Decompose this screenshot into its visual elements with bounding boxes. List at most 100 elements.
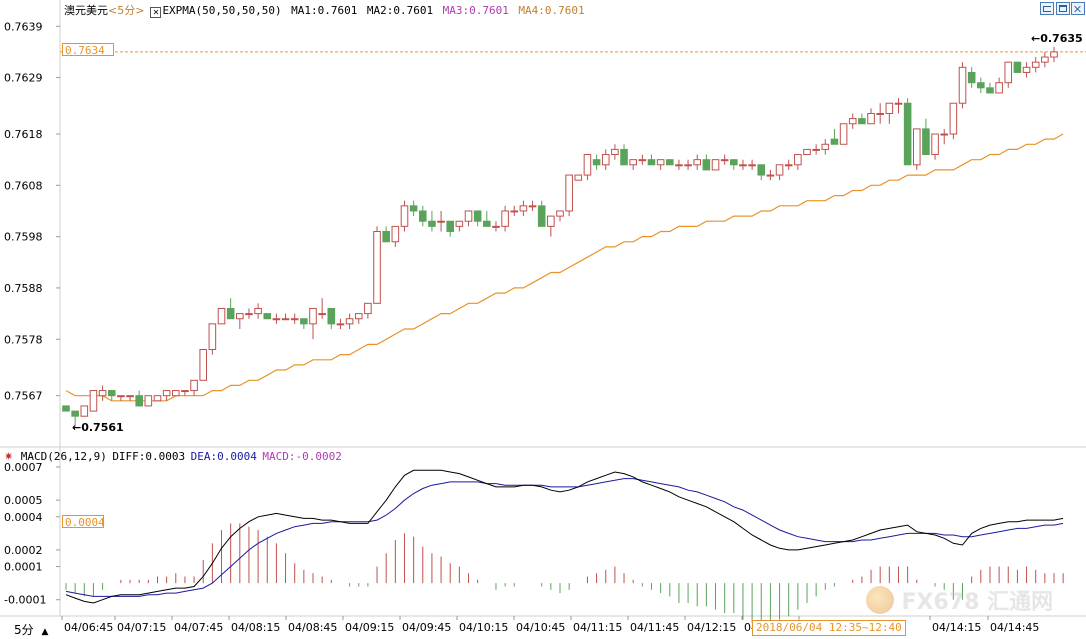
candle-body <box>528 205 537 208</box>
time-tick-label: 04/10:45 <box>516 621 565 634</box>
candle <box>1041 51 1049 68</box>
candle-body <box>903 102 912 166</box>
macd-settings-icon[interactable]: ✷ <box>4 450 14 463</box>
globe-icon <box>866 586 894 614</box>
candle <box>309 307 317 340</box>
candle-body <box>986 87 994 94</box>
candle-body <box>281 318 290 321</box>
candle-body <box>656 159 665 166</box>
candle <box>885 102 894 124</box>
candle-body <box>894 102 903 105</box>
candle-body <box>153 395 162 402</box>
candle-body <box>418 210 427 222</box>
candle <box>483 210 491 227</box>
candle-body <box>739 164 747 167</box>
candle-body <box>693 159 702 166</box>
candle-body <box>821 143 830 150</box>
candle <box>1031 57 1040 73</box>
macd-current-tag: 0.0004 <box>62 515 105 529</box>
time-tick-label: 04/14:15 <box>932 621 981 634</box>
price-tick-label: 0.7629 <box>4 72 43 85</box>
candle <box>364 302 372 319</box>
candle-body <box>290 318 299 321</box>
candle-body <box>62 405 70 412</box>
restore-button[interactable] <box>1040 2 1054 15</box>
candle-body <box>254 307 262 315</box>
candle-body <box>858 118 866 125</box>
candle <box>162 390 171 401</box>
candle <box>547 215 555 237</box>
candle-body <box>620 148 628 166</box>
candle <box>336 318 345 329</box>
candle <box>62 405 70 412</box>
time-tick-label: 04/11:15 <box>573 621 622 634</box>
maximize-button[interactable] <box>1056 2 1070 15</box>
candle <box>290 313 299 324</box>
candle-body <box>537 205 546 227</box>
candle-body <box>848 118 857 125</box>
candle <box>949 102 958 140</box>
candle-body <box>117 395 125 398</box>
candle-body <box>1031 61 1040 68</box>
candle-body <box>354 313 363 320</box>
candle-body <box>144 395 153 407</box>
candle-body <box>574 174 583 181</box>
ma3-value: MA3:0.7601 <box>442 4 509 17</box>
close-button[interactable] <box>1071 2 1085 15</box>
chevron-up-icon: ▲ <box>41 627 49 637</box>
candle <box>190 379 198 396</box>
candle <box>107 390 116 401</box>
diff-value: DIFF:0.0003 <box>112 450 186 463</box>
candle <box>867 108 875 125</box>
candle <box>775 164 784 181</box>
indicator-name[interactable]: EXPMA(50,50,50,50) <box>162 4 282 17</box>
candle-body <box>1050 51 1058 58</box>
candle <box>848 113 857 129</box>
candle-body <box>208 323 217 351</box>
candle <box>300 318 308 329</box>
candle <box>803 148 811 156</box>
candle-body <box>629 159 637 166</box>
candle-body <box>345 318 354 325</box>
period-button[interactable]: 5分 ▲ <box>14 621 48 638</box>
macd-value: MACD:-0.0002 <box>262 450 342 463</box>
candle <box>1050 46 1058 63</box>
candle-body <box>107 390 116 397</box>
candle-body <box>876 112 884 115</box>
candle <box>629 159 637 170</box>
candle <box>455 220 464 232</box>
candle <box>1022 62 1031 78</box>
macd-title[interactable]: MACD(26,12,9) <box>20 450 107 463</box>
candle-body <box>766 174 775 177</box>
period-label[interactable]: <5分> <box>108 4 145 17</box>
candle <box>226 298 235 320</box>
candle-body <box>199 349 208 381</box>
candle-body <box>80 405 89 417</box>
candle <box>601 149 610 170</box>
candle <box>181 390 189 396</box>
candle <box>327 307 336 329</box>
candle-body <box>592 159 601 166</box>
candle-body <box>794 154 802 166</box>
low-marker: ←0.7561 <box>72 421 124 434</box>
candle-body <box>519 205 528 212</box>
crosshair-time: 2018/06/04 12:35~12:40 <box>752 620 906 636</box>
candle <box>354 313 363 324</box>
price-tick-label: 0.7639 <box>4 20 43 33</box>
candle <box>858 113 866 125</box>
candle <box>730 159 738 170</box>
price-tick-label: 0.7567 <box>4 390 43 403</box>
expma-icon: ✕ <box>150 7 162 18</box>
candle-body <box>171 390 180 397</box>
candle-body <box>428 220 436 227</box>
candle-body <box>327 307 336 325</box>
candle <box>236 313 244 329</box>
symbol-name: 澳元美元 <box>64 4 108 17</box>
candle <box>281 313 290 321</box>
candle <box>446 220 455 237</box>
candle-body <box>464 210 473 222</box>
candle <box>556 210 564 222</box>
ma4-value: MA4:0.7601 <box>518 4 585 17</box>
candle <box>894 98 903 114</box>
